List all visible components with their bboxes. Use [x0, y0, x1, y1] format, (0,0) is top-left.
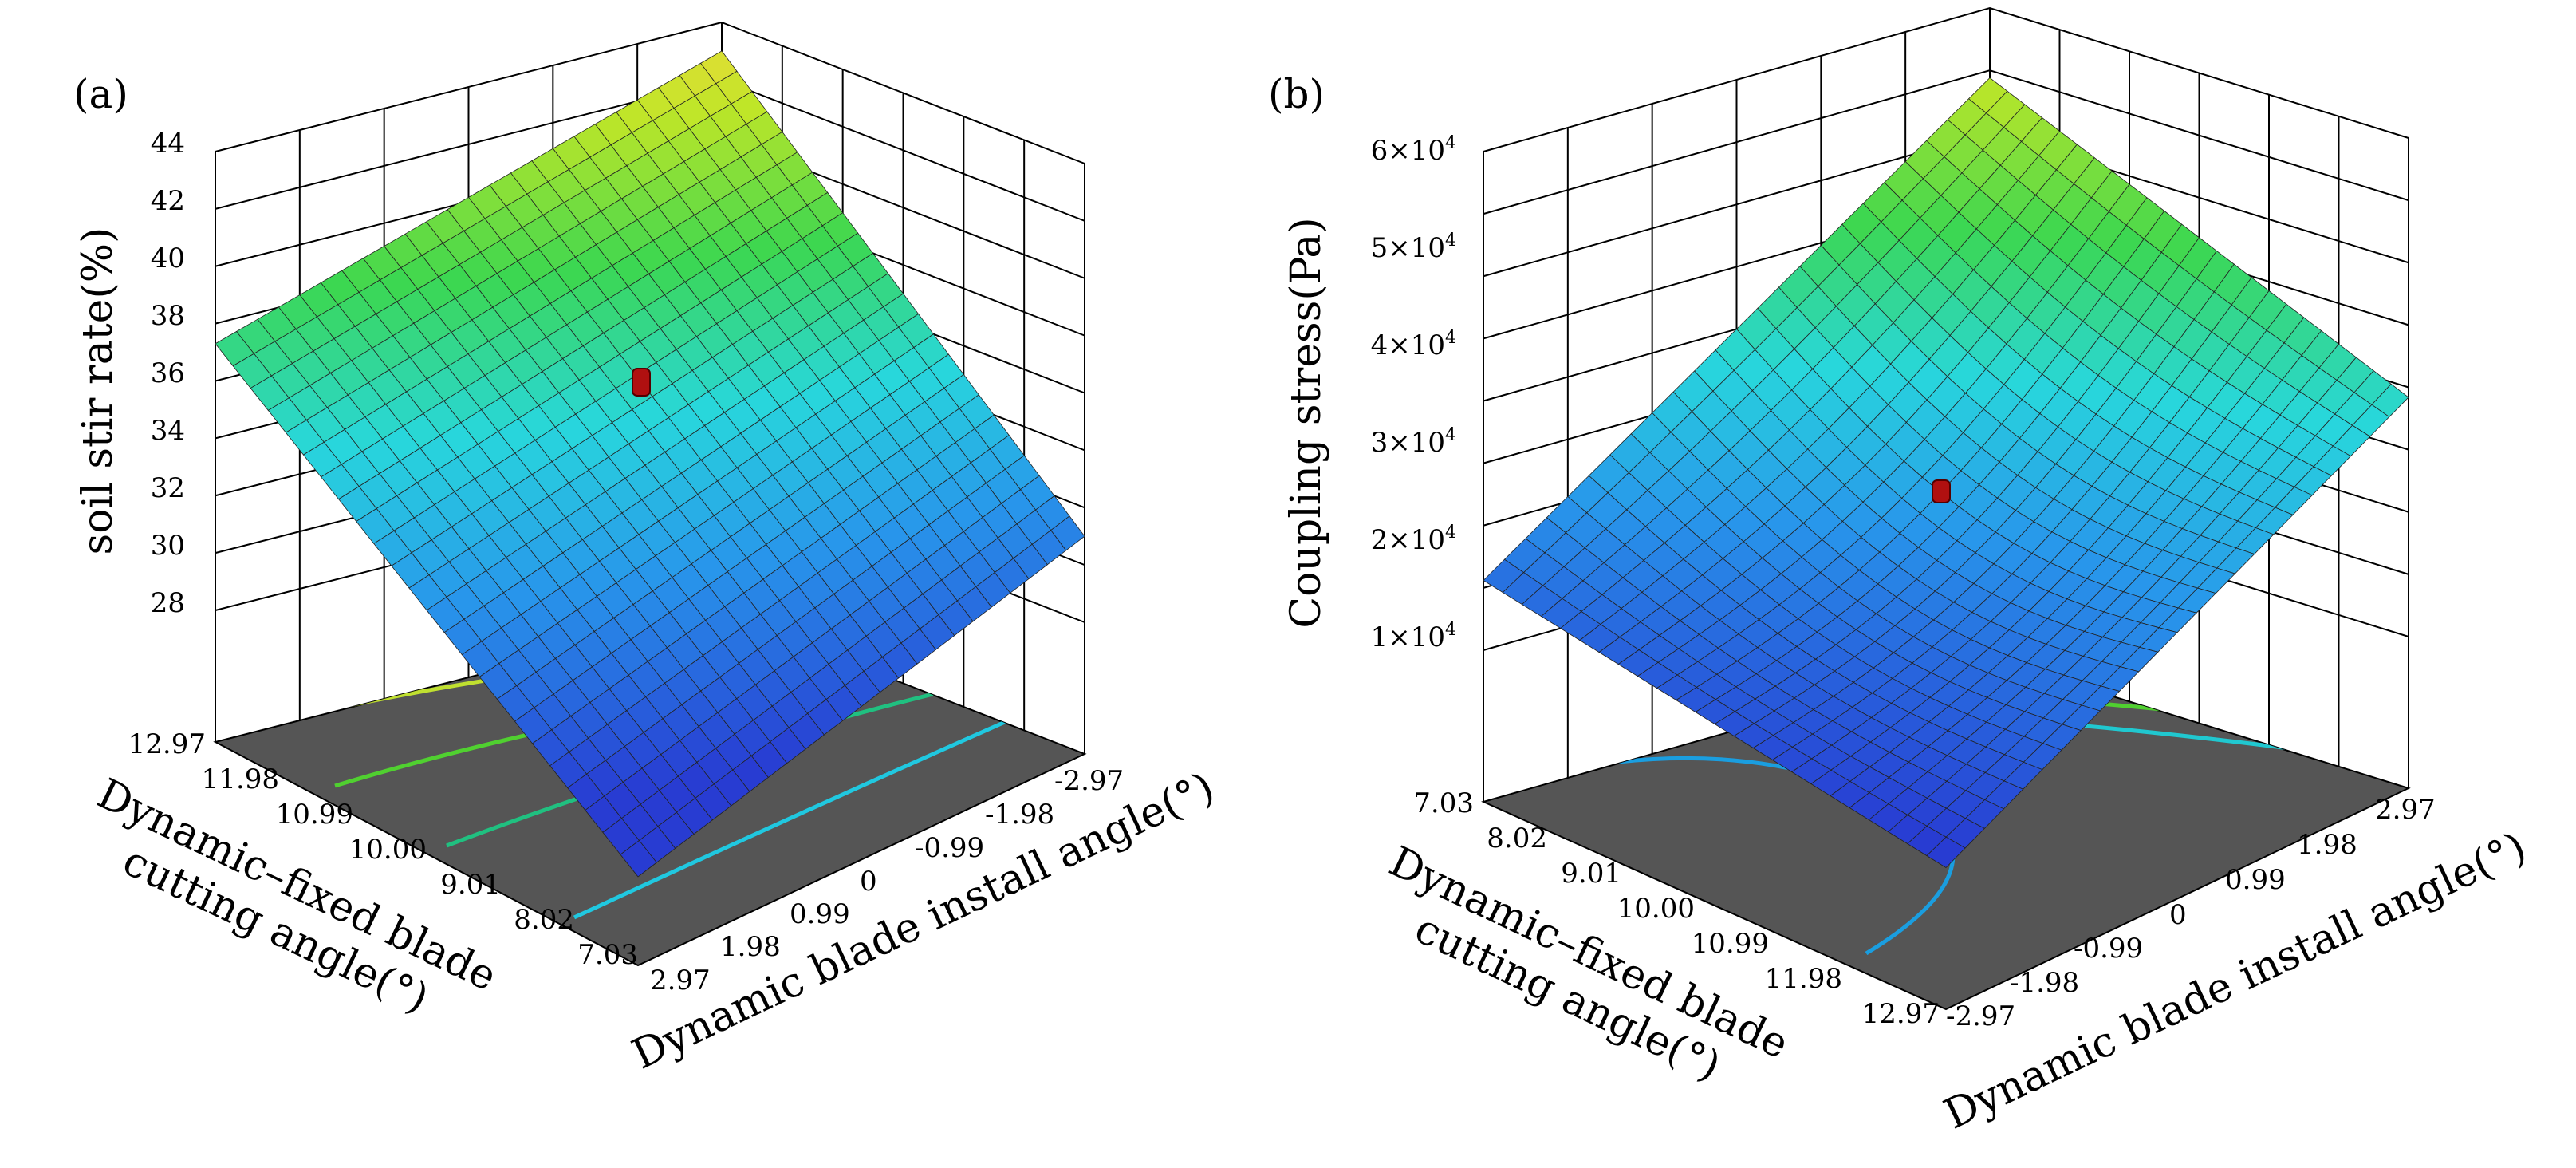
panel-b-y-tick-2: 8.02 — [1487, 823, 1547, 854]
panel-b-z-tick-2e4: 2×104 — [1371, 523, 1456, 556]
panel-b-y-tick-6: 11.98 — [1765, 963, 1842, 995]
panel-a-z-tick-44: 44 — [151, 128, 185, 160]
panel-a: (a) 44 42 40 38 36 34 32 — [73, 21, 1222, 1079]
panel-b-y-tick-3: 9.01 — [1561, 858, 1621, 890]
panel-a-z-axis-label: soil stir rate(%) — [74, 227, 122, 555]
panel-b-z-axis-label: Coupling stress(Pa) — [1282, 217, 1330, 628]
panel-b-y-tick-7: 12.97 — [1862, 998, 1940, 1030]
panel-a-contour-5 — [573, 720, 1006, 920]
panel-a-z-tick-32: 32 — [151, 472, 185, 504]
panel-b-label: (b) — [1268, 71, 1325, 117]
panel-b-x-ticks: -2.97 -1.98 -0.99 0 0.99 1.98 2.97 — [1946, 794, 2436, 1032]
panel-b-surface — [1483, 77, 2409, 869]
panel-a-x-tick-6: -1.98 — [985, 799, 1054, 831]
panel-a-x-tick-1: 2.97 — [650, 965, 711, 996]
panel-b-x-tick-2: -1.98 — [2010, 967, 2079, 999]
panel-b-z-tick-6e4: 6×104 — [1371, 133, 1456, 167]
panel-a-y-tick-1: 12.97 — [128, 728, 206, 760]
panel-a-x-tick-3: 0.99 — [790, 898, 850, 930]
panel-a-x-tick-4: 0 — [860, 866, 877, 898]
panel-b-center-marker — [1932, 479, 1951, 503]
panel-a-surface-cell — [215, 330, 255, 367]
panel-a-y-ticks: 12.97 11.98 10.99 10.00 9.01 8.02 7.03 — [128, 728, 638, 971]
panel-a-z-tick-28: 28 — [151, 587, 185, 619]
panel-b-z-ticks: 6×104 5×104 4×104 3×104 2×104 1×104 — [1371, 133, 1456, 653]
panel-a-y-tick-6: 8.02 — [514, 904, 574, 936]
panel-b-x-tick-7: 2.97 — [2375, 794, 2436, 826]
panel-a-z-tick-36: 36 — [151, 357, 185, 389]
panel-b-z-tick-4e4: 4×104 — [1371, 328, 1456, 361]
panel-b-x-tick-1: -2.97 — [1946, 1000, 2015, 1032]
panel-a-y-tick-3: 10.99 — [276, 799, 353, 831]
panel-b-y-tick-1: 7.03 — [1413, 787, 1474, 819]
panel-a-y-tick-4: 10.00 — [349, 834, 427, 866]
panel-a-z-tick-34: 34 — [151, 415, 185, 447]
panel-b-y-ticks: 7.03 8.02 9.01 10.00 10.99 11.98 12.97 — [1413, 787, 1940, 1030]
panel-a-center-marker — [632, 368, 651, 397]
panel-a-y-tick-5: 9.01 — [440, 869, 501, 901]
panel-a-z-tick-38: 38 — [151, 300, 185, 332]
panel-b-x-tick-5: 0.99 — [2225, 864, 2286, 896]
panel-a-z-tick-40: 40 — [151, 243, 185, 274]
panel-a-x-tick-7: -2.97 — [1054, 765, 1124, 797]
panel-b-surface-cell — [1483, 558, 1525, 594]
panel-a-surface — [215, 50, 1085, 878]
panel-a-y-tick-7: 7.03 — [577, 939, 638, 971]
panel-a-z-tick-30: 30 — [151, 530, 185, 562]
panel-b-z-tick-3e4: 3×104 — [1371, 425, 1456, 459]
panel-b-z-tick-1e4: 1×104 — [1371, 620, 1456, 653]
panel-b-x-tick-6: 1.98 — [2297, 829, 2357, 861]
panel-a-x-ticks: 2.97 1.98 0.99 0 -0.99 -1.98 -2.97 — [650, 765, 1124, 996]
panel-a-center-point — [632, 368, 651, 397]
panel-a-x-tick-2: 1.98 — [720, 931, 781, 963]
panel-b-y-tick-5: 10.99 — [1692, 928, 1769, 960]
panel-b-x-tick-4: 0 — [2169, 899, 2187, 931]
panel-a-z-tick-42: 42 — [151, 185, 185, 217]
panel-a-label: (a) — [73, 71, 128, 117]
panel-b: (b) 6×104 5×104 4×104 3×104 2×104 — [1268, 6, 2534, 1138]
panel-a-x-tick-5: -0.99 — [915, 832, 984, 864]
panel-b-x-tick-3: -0.99 — [2074, 933, 2143, 965]
panel-a-z-ticks: 44 42 40 38 36 34 32 30 28 — [151, 128, 185, 619]
panel-b-z-tick-5e4: 5×104 — [1371, 231, 1456, 264]
panel-b-center-point — [1932, 479, 1951, 503]
panel-b-y-tick-4: 10.00 — [1617, 893, 1695, 925]
panel-a-y-tick-2: 11.98 — [202, 764, 279, 795]
